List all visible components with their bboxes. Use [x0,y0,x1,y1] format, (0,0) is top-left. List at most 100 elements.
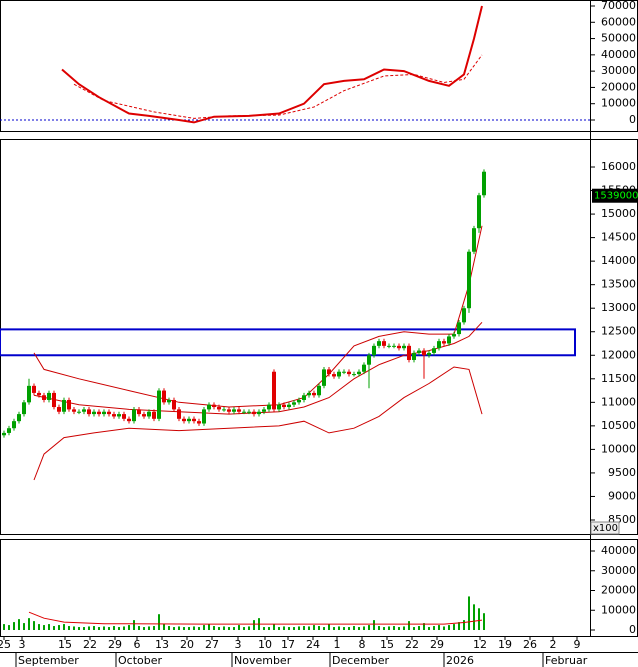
x-tick-label: 19 [498,638,512,651]
volume-bar [108,627,110,631]
candle-body [32,385,36,393]
candle-body [457,322,461,335]
x-tick-label: 29 [108,638,122,651]
x-tick-label: 6 [134,638,141,651]
candle-body [247,411,251,413]
candle-body [102,411,106,415]
volume-bar [18,619,20,631]
volume-bar [358,627,360,631]
candle-body [347,371,351,375]
x-tick-label: 1 [334,638,341,651]
volume-bar [438,625,440,631]
candle-body [447,336,451,344]
volume-bar [193,626,195,631]
y-tick-label: 20000 [601,80,636,93]
candle-body [117,414,121,417]
volume-bar [468,596,470,631]
candle-body [162,390,166,403]
last-price-label: 1539000 [594,191,638,202]
volume-bar [153,626,155,631]
volume-bar [483,613,485,631]
volume-bar [68,626,70,631]
volume-bar [128,625,130,631]
candle-body [122,414,126,419]
candle-body [157,390,161,419]
candle-body [312,392,316,396]
y-tick-label: 40000 [601,544,636,557]
candle-body [287,404,291,408]
candle-body [172,399,176,410]
candle-body [82,409,86,412]
volume-bar [13,622,15,631]
candle-body [57,407,61,412]
last-price-box [592,188,637,203]
y-tick-label: 10500 [601,419,636,432]
candle-body [12,421,16,429]
volume-bar [133,620,135,631]
candle-body [147,411,151,417]
candle-body [297,399,301,403]
volume-bar [203,625,205,631]
month-label: November [234,654,292,667]
volume-bar [228,627,230,631]
y-tick-label: 10000 [601,603,636,616]
x-tick-label: 20 [180,638,194,651]
candle-body [337,371,341,377]
candle-body [167,399,171,403]
candle-body [352,374,356,376]
volume-bar [383,627,385,631]
y-tick-label: 50000 [601,32,636,45]
volume-bar [218,627,220,631]
candle-body [412,352,416,360]
volume-bar [33,621,35,631]
candle-body [317,385,321,396]
candle-body [132,409,136,422]
volume-bar [348,627,350,631]
candle-body [62,399,66,412]
volume-bar [363,626,365,631]
x-tick-label: 2 [550,638,557,651]
volume-bar [458,622,460,631]
volume-bar [318,626,320,631]
unit-label: x100 [593,523,618,534]
candle-body [272,371,276,410]
volume-bar [118,627,120,631]
candle-body [327,369,331,375]
candle-body [67,399,71,410]
bollinger-band [33,225,483,408]
candle-body [182,418,186,422]
candle-body [292,402,296,405]
candle-body [372,345,376,356]
candle-body [482,171,486,196]
candle-body [357,371,361,375]
volume-bar [83,627,85,631]
candle-body [282,404,286,408]
x-tick-label: 27 [205,638,219,651]
candle-body [432,348,436,353]
volume-bar [368,625,370,631]
volume-bar [428,627,430,631]
candle-body [7,428,11,433]
x-tick-label: 17 [281,638,295,651]
candle-body [152,411,156,419]
volume-bar [103,626,105,631]
x-tick-label: 13 [155,638,169,651]
volume-bar [223,626,225,631]
volume-bar [378,626,380,631]
volume-bar [403,626,405,631]
candle-body [27,385,31,403]
volume-bar [3,624,5,631]
y-tick-label: 12000 [601,348,636,361]
volume-bar [88,626,90,631]
y-tick-label: 20000 [601,584,636,597]
candle-body [52,392,56,408]
candle-body [307,392,311,396]
volume-bar [303,626,305,631]
candle-body [427,352,431,356]
volume-bar [328,624,330,631]
y-tick-label: 10000 [601,97,636,110]
x-tick-label: 29 [430,638,444,651]
candle-body [177,409,181,419]
volume-bar [78,627,80,631]
